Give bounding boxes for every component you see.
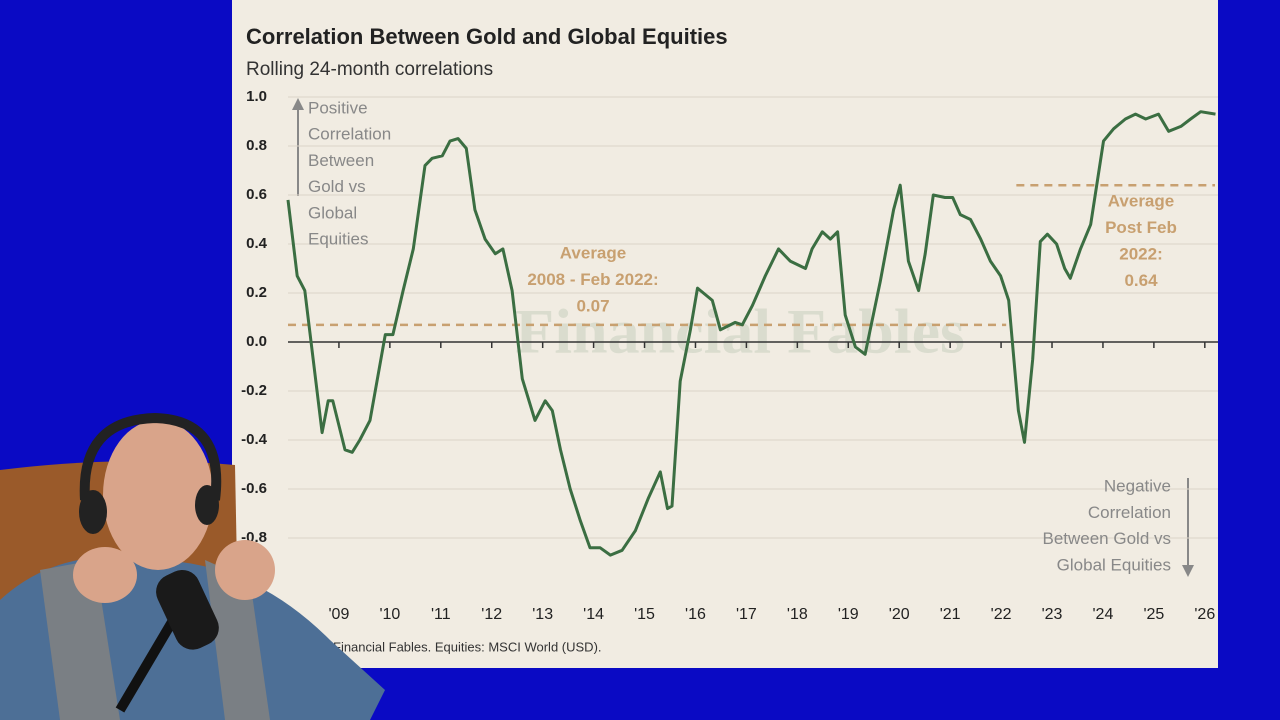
watermark: Financial Fables [515,296,965,367]
x-tick-label: '25 [1143,606,1164,623]
annotation: Correlation [308,125,391,144]
average-label: 2008 - Feb 2022: [527,270,658,289]
annotation: Equities [308,229,368,248]
annotation: Global [308,203,357,222]
y-tick-label: -0.2 [241,382,267,399]
y-tick-label: 0.6 [246,186,267,203]
headphones [79,412,222,501]
x-tick-label: '23 [1042,606,1063,623]
head [103,420,213,570]
y-tick-label: -0.6 [241,480,267,497]
x-tick-label: '20 [889,606,910,623]
y-tick-label: 0.8 [246,137,267,154]
x-tick-label: '19 [838,606,859,623]
annotation: Correlation [1088,503,1171,522]
x-tick-label: '21 [940,606,961,623]
x-tick-label: '18 [787,606,808,623]
down-arrow-head [1182,565,1194,577]
annotation: Positive [308,98,368,117]
y-tick-label: 0.4 [246,235,268,252]
series-line [286,110,1216,557]
average-value: 0.07 [576,296,609,315]
y-tick-label: -0.4 [241,431,268,448]
average-label: Average [560,243,626,262]
annotation: Global Equities [1057,555,1171,574]
headphone-cup [195,485,219,525]
average-label: 2022: [1119,244,1162,263]
average-label: Post Feb [1105,218,1177,237]
annotation: Negative [1104,476,1171,495]
x-tick-label: '11 [431,606,451,623]
x-tick-label: '24 [1093,606,1114,623]
x-tick-label: '12 [481,606,502,623]
microphone [156,569,219,650]
source: Financial Fables. Equities: MSCI World (… [333,639,602,654]
x-tick-label: '16 [685,606,706,623]
y-tick-label: 0.0 [246,333,267,350]
x-tick-label: '13 [532,606,553,623]
y-tick-label: 1.0 [246,88,267,105]
annotation: Gold vs [308,177,366,196]
presenter-overlay [0,412,385,720]
x-tick-label: '22 [991,606,1012,623]
hand [73,547,137,603]
y-tick-label: 0.2 [246,284,267,301]
average-label: Average [1108,191,1174,210]
chart: Correlation Between Gold and Global Equi… [241,24,1218,654]
x-tick-label: '14 [583,606,604,623]
annotation: Between [308,151,374,170]
hand [215,540,275,600]
vest [205,560,270,720]
up-arrow-head [292,98,304,110]
x-tick-label: '10 [379,606,400,623]
x-tick-label: '26 [1194,606,1215,623]
average-value: 0.64 [1124,271,1158,290]
headphone-cup [79,490,107,534]
x-tick-label: '09 [329,606,350,623]
chart-panel [232,0,1218,668]
annotation: Between Gold vs [1042,529,1171,548]
x-tick-label: '17 [736,606,757,623]
x-tick-label: '15 [634,606,655,623]
chart-title: Correlation Between Gold and Global Equi… [246,24,728,49]
chart-subtitle: Rolling 24-month correlations [246,59,493,80]
